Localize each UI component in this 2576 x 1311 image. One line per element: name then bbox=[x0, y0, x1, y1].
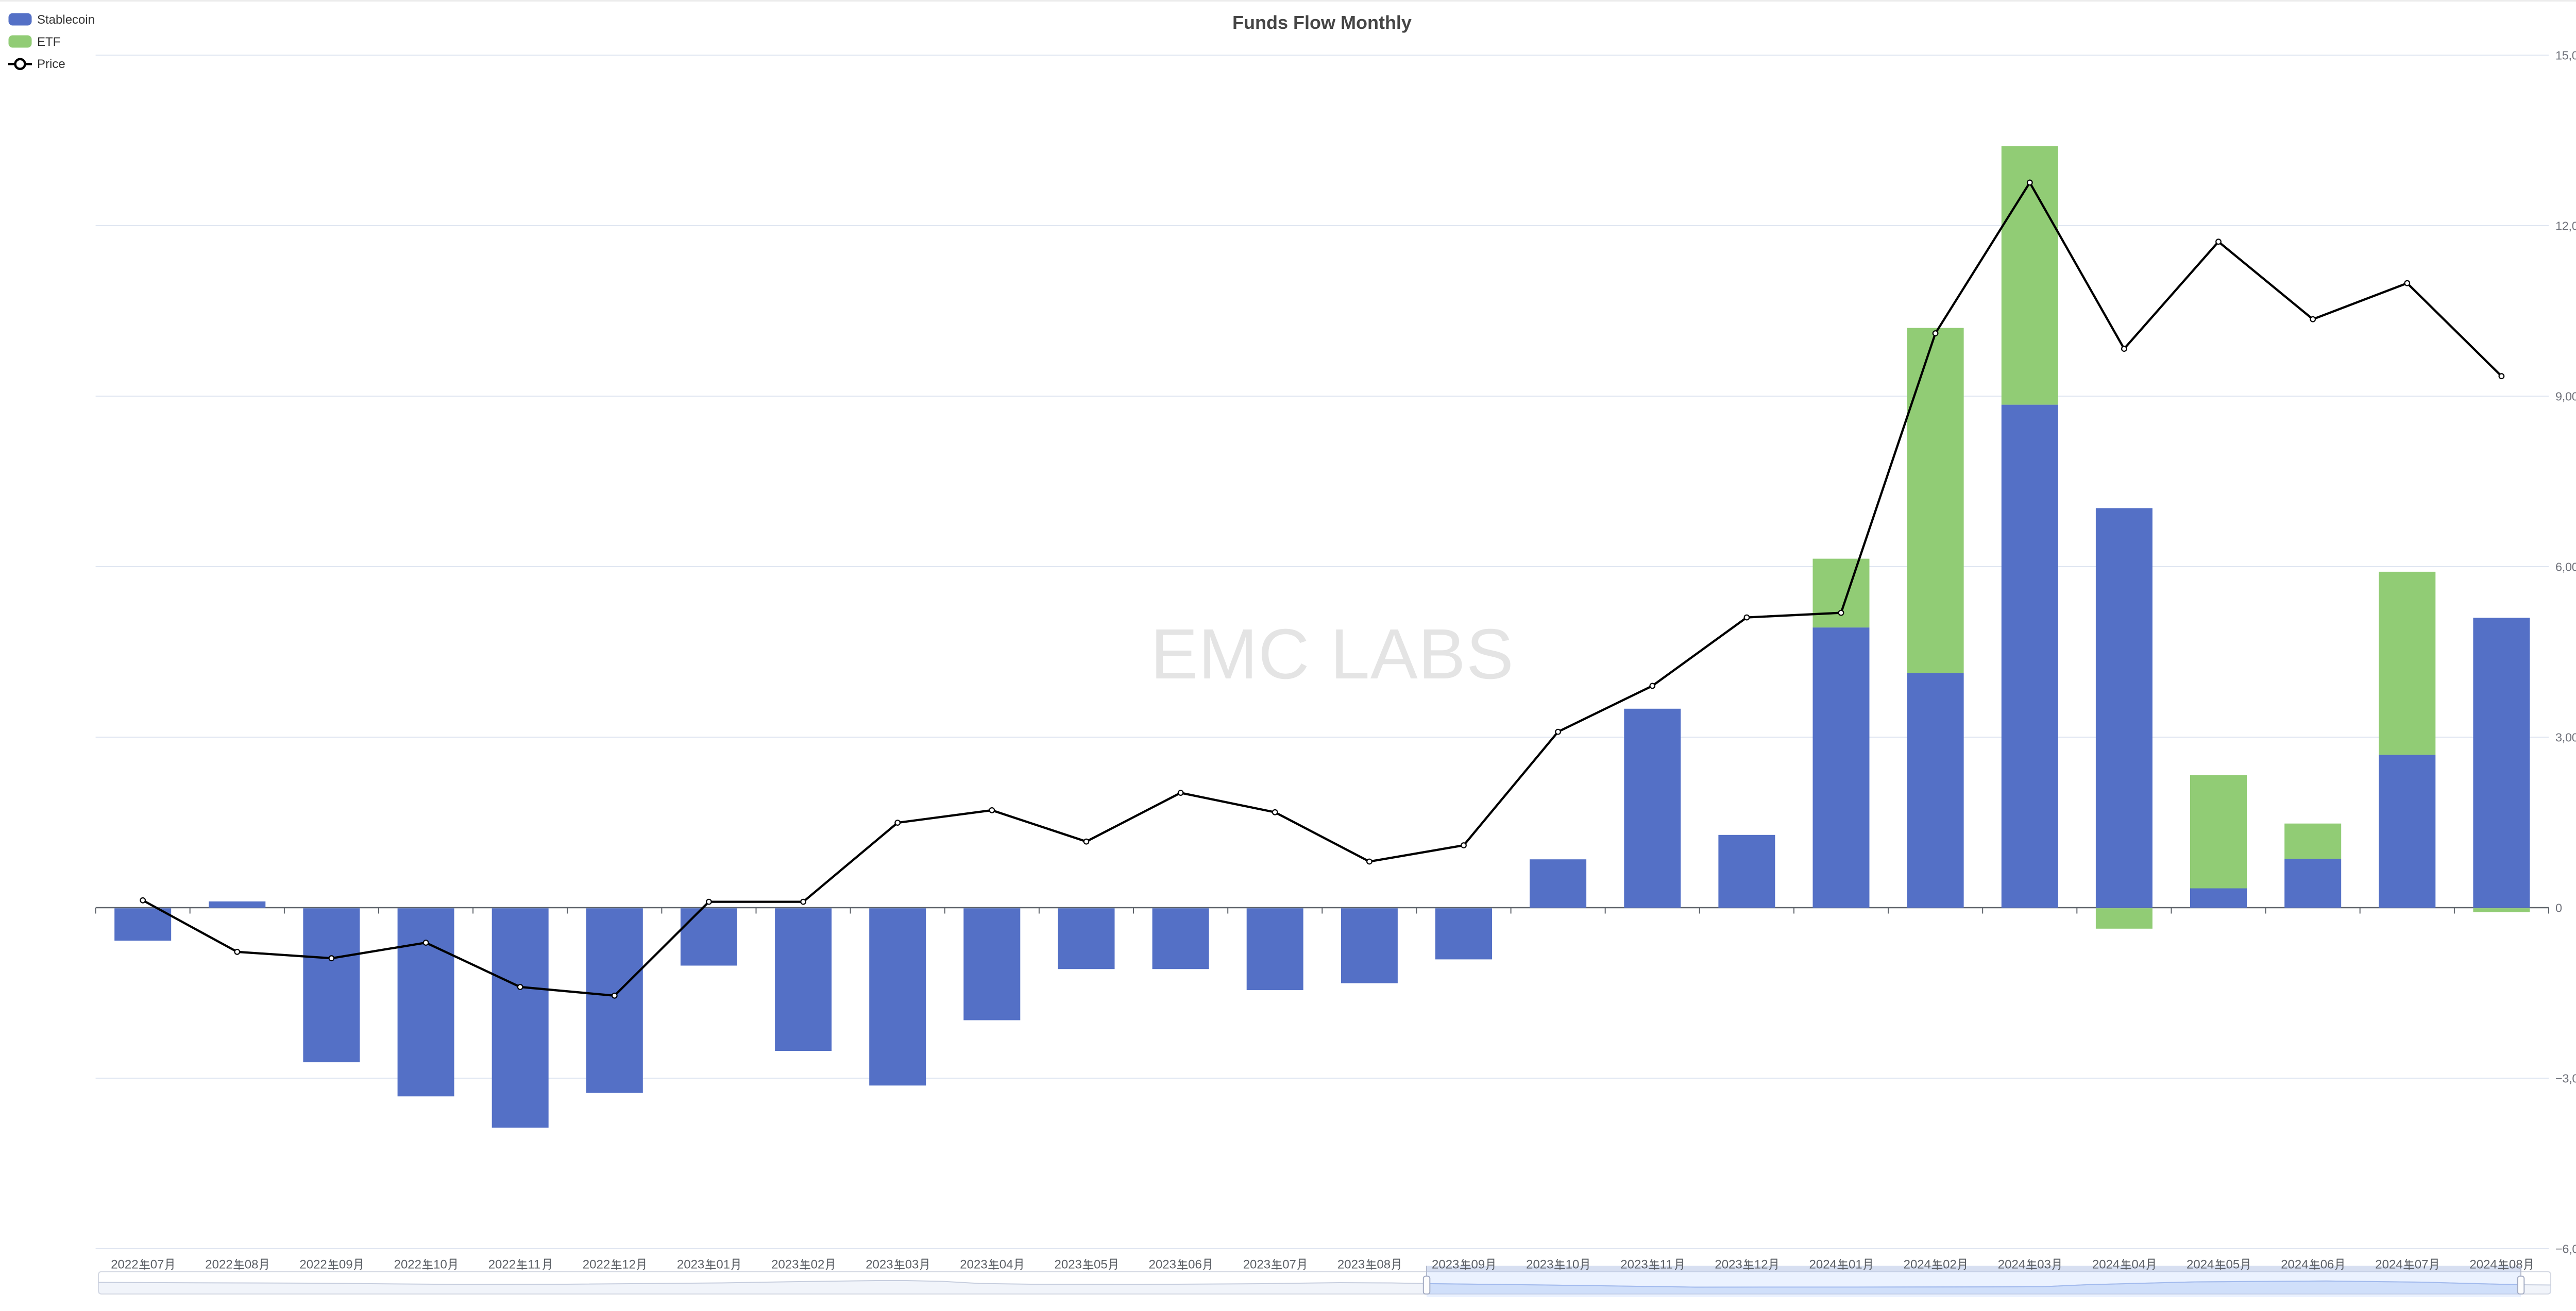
svg-text:Price: Price bbox=[37, 57, 65, 71]
svg-text:0: 0 bbox=[2555, 901, 2562, 915]
svg-text:2023: 2023 bbox=[1432, 1258, 1459, 1272]
svg-text:02: 02 bbox=[1943, 1258, 1957, 1272]
svg-text:2024: 2024 bbox=[2375, 1258, 2402, 1272]
svg-text:2023: 2023 bbox=[1055, 1258, 1082, 1272]
svg-text:15,000,000,000: 15,000,000,000 bbox=[2555, 49, 2576, 62]
svg-text:04: 04 bbox=[999, 1258, 1013, 1272]
svg-text:2022: 2022 bbox=[205, 1258, 232, 1272]
svg-text:2023: 2023 bbox=[771, 1258, 799, 1272]
svg-text:07: 07 bbox=[1282, 1258, 1296, 1272]
svg-text:Funds Flow Monthly: Funds Flow Monthly bbox=[1232, 12, 1412, 33]
svg-text:−6,000,000,000: −6,000,000,000 bbox=[2555, 1242, 2576, 1256]
svg-text:2023: 2023 bbox=[677, 1258, 704, 1272]
svg-text:Stablecoin: Stablecoin bbox=[37, 13, 95, 27]
svg-text:2023: 2023 bbox=[1243, 1258, 1270, 1272]
svg-text:07: 07 bbox=[150, 1258, 164, 1272]
svg-text:2022: 2022 bbox=[111, 1258, 138, 1272]
svg-text:11: 11 bbox=[1660, 1258, 1673, 1272]
svg-text:2024: 2024 bbox=[2187, 1258, 2214, 1272]
svg-text:2022: 2022 bbox=[394, 1258, 421, 1272]
svg-text:03: 03 bbox=[2037, 1258, 2051, 1272]
svg-text:2022: 2022 bbox=[299, 1258, 327, 1272]
svg-text:02: 02 bbox=[811, 1258, 825, 1272]
svg-text:9,000,000,000: 9,000,000,000 bbox=[2555, 390, 2576, 403]
svg-text:08: 08 bbox=[1377, 1258, 1391, 1272]
svg-text:−3,000,000,000: −3,000,000,000 bbox=[2555, 1072, 2576, 1085]
svg-text:2023: 2023 bbox=[1526, 1258, 1553, 1272]
svg-text:2023: 2023 bbox=[1337, 1258, 1365, 1272]
svg-text:09: 09 bbox=[1471, 1258, 1485, 1272]
svg-text:2024: 2024 bbox=[2092, 1258, 2120, 1272]
svg-text:10: 10 bbox=[1566, 1258, 1580, 1272]
svg-text:EMC LABS: EMC LABS bbox=[1150, 615, 1514, 694]
svg-text:6,000,000,000: 6,000,000,000 bbox=[2555, 560, 2576, 574]
svg-text:10: 10 bbox=[433, 1258, 447, 1272]
svg-text:2023: 2023 bbox=[866, 1258, 893, 1272]
svg-text:2024: 2024 bbox=[1904, 1258, 1931, 1272]
svg-text:2024: 2024 bbox=[2281, 1258, 2308, 1272]
svg-text:12: 12 bbox=[622, 1258, 636, 1272]
svg-text:3,000,000,000: 3,000,000,000 bbox=[2555, 731, 2576, 744]
svg-text:03: 03 bbox=[905, 1258, 919, 1272]
svg-text:12,000,000,000: 12,000,000,000 bbox=[2555, 219, 2576, 233]
svg-text:2023: 2023 bbox=[1149, 1258, 1176, 1272]
svg-text:ETF: ETF bbox=[37, 35, 60, 49]
svg-text:2023: 2023 bbox=[1715, 1258, 1742, 1272]
svg-text:2024: 2024 bbox=[1998, 1258, 2025, 1272]
svg-text:2022: 2022 bbox=[583, 1258, 610, 1272]
svg-text:01: 01 bbox=[716, 1258, 730, 1272]
svg-text:11: 11 bbox=[528, 1258, 540, 1272]
svg-text:09: 09 bbox=[339, 1258, 353, 1272]
svg-text:06: 06 bbox=[1188, 1258, 1202, 1272]
svg-text:05: 05 bbox=[2226, 1258, 2240, 1272]
svg-text:2022: 2022 bbox=[488, 1258, 516, 1272]
svg-text:01: 01 bbox=[1849, 1258, 1862, 1272]
svg-text:05: 05 bbox=[1094, 1258, 1108, 1272]
svg-text:2023: 2023 bbox=[1620, 1258, 1648, 1272]
svg-text:07: 07 bbox=[2415, 1258, 2429, 1272]
svg-text:2024: 2024 bbox=[1809, 1258, 1837, 1272]
svg-text:08: 08 bbox=[245, 1258, 259, 1272]
svg-text:04: 04 bbox=[2131, 1258, 2145, 1272]
svg-text:2024: 2024 bbox=[2469, 1258, 2497, 1272]
svg-text:2023: 2023 bbox=[960, 1258, 987, 1272]
svg-text:06: 06 bbox=[2320, 1258, 2334, 1272]
svg-text:12: 12 bbox=[1754, 1258, 1768, 1272]
